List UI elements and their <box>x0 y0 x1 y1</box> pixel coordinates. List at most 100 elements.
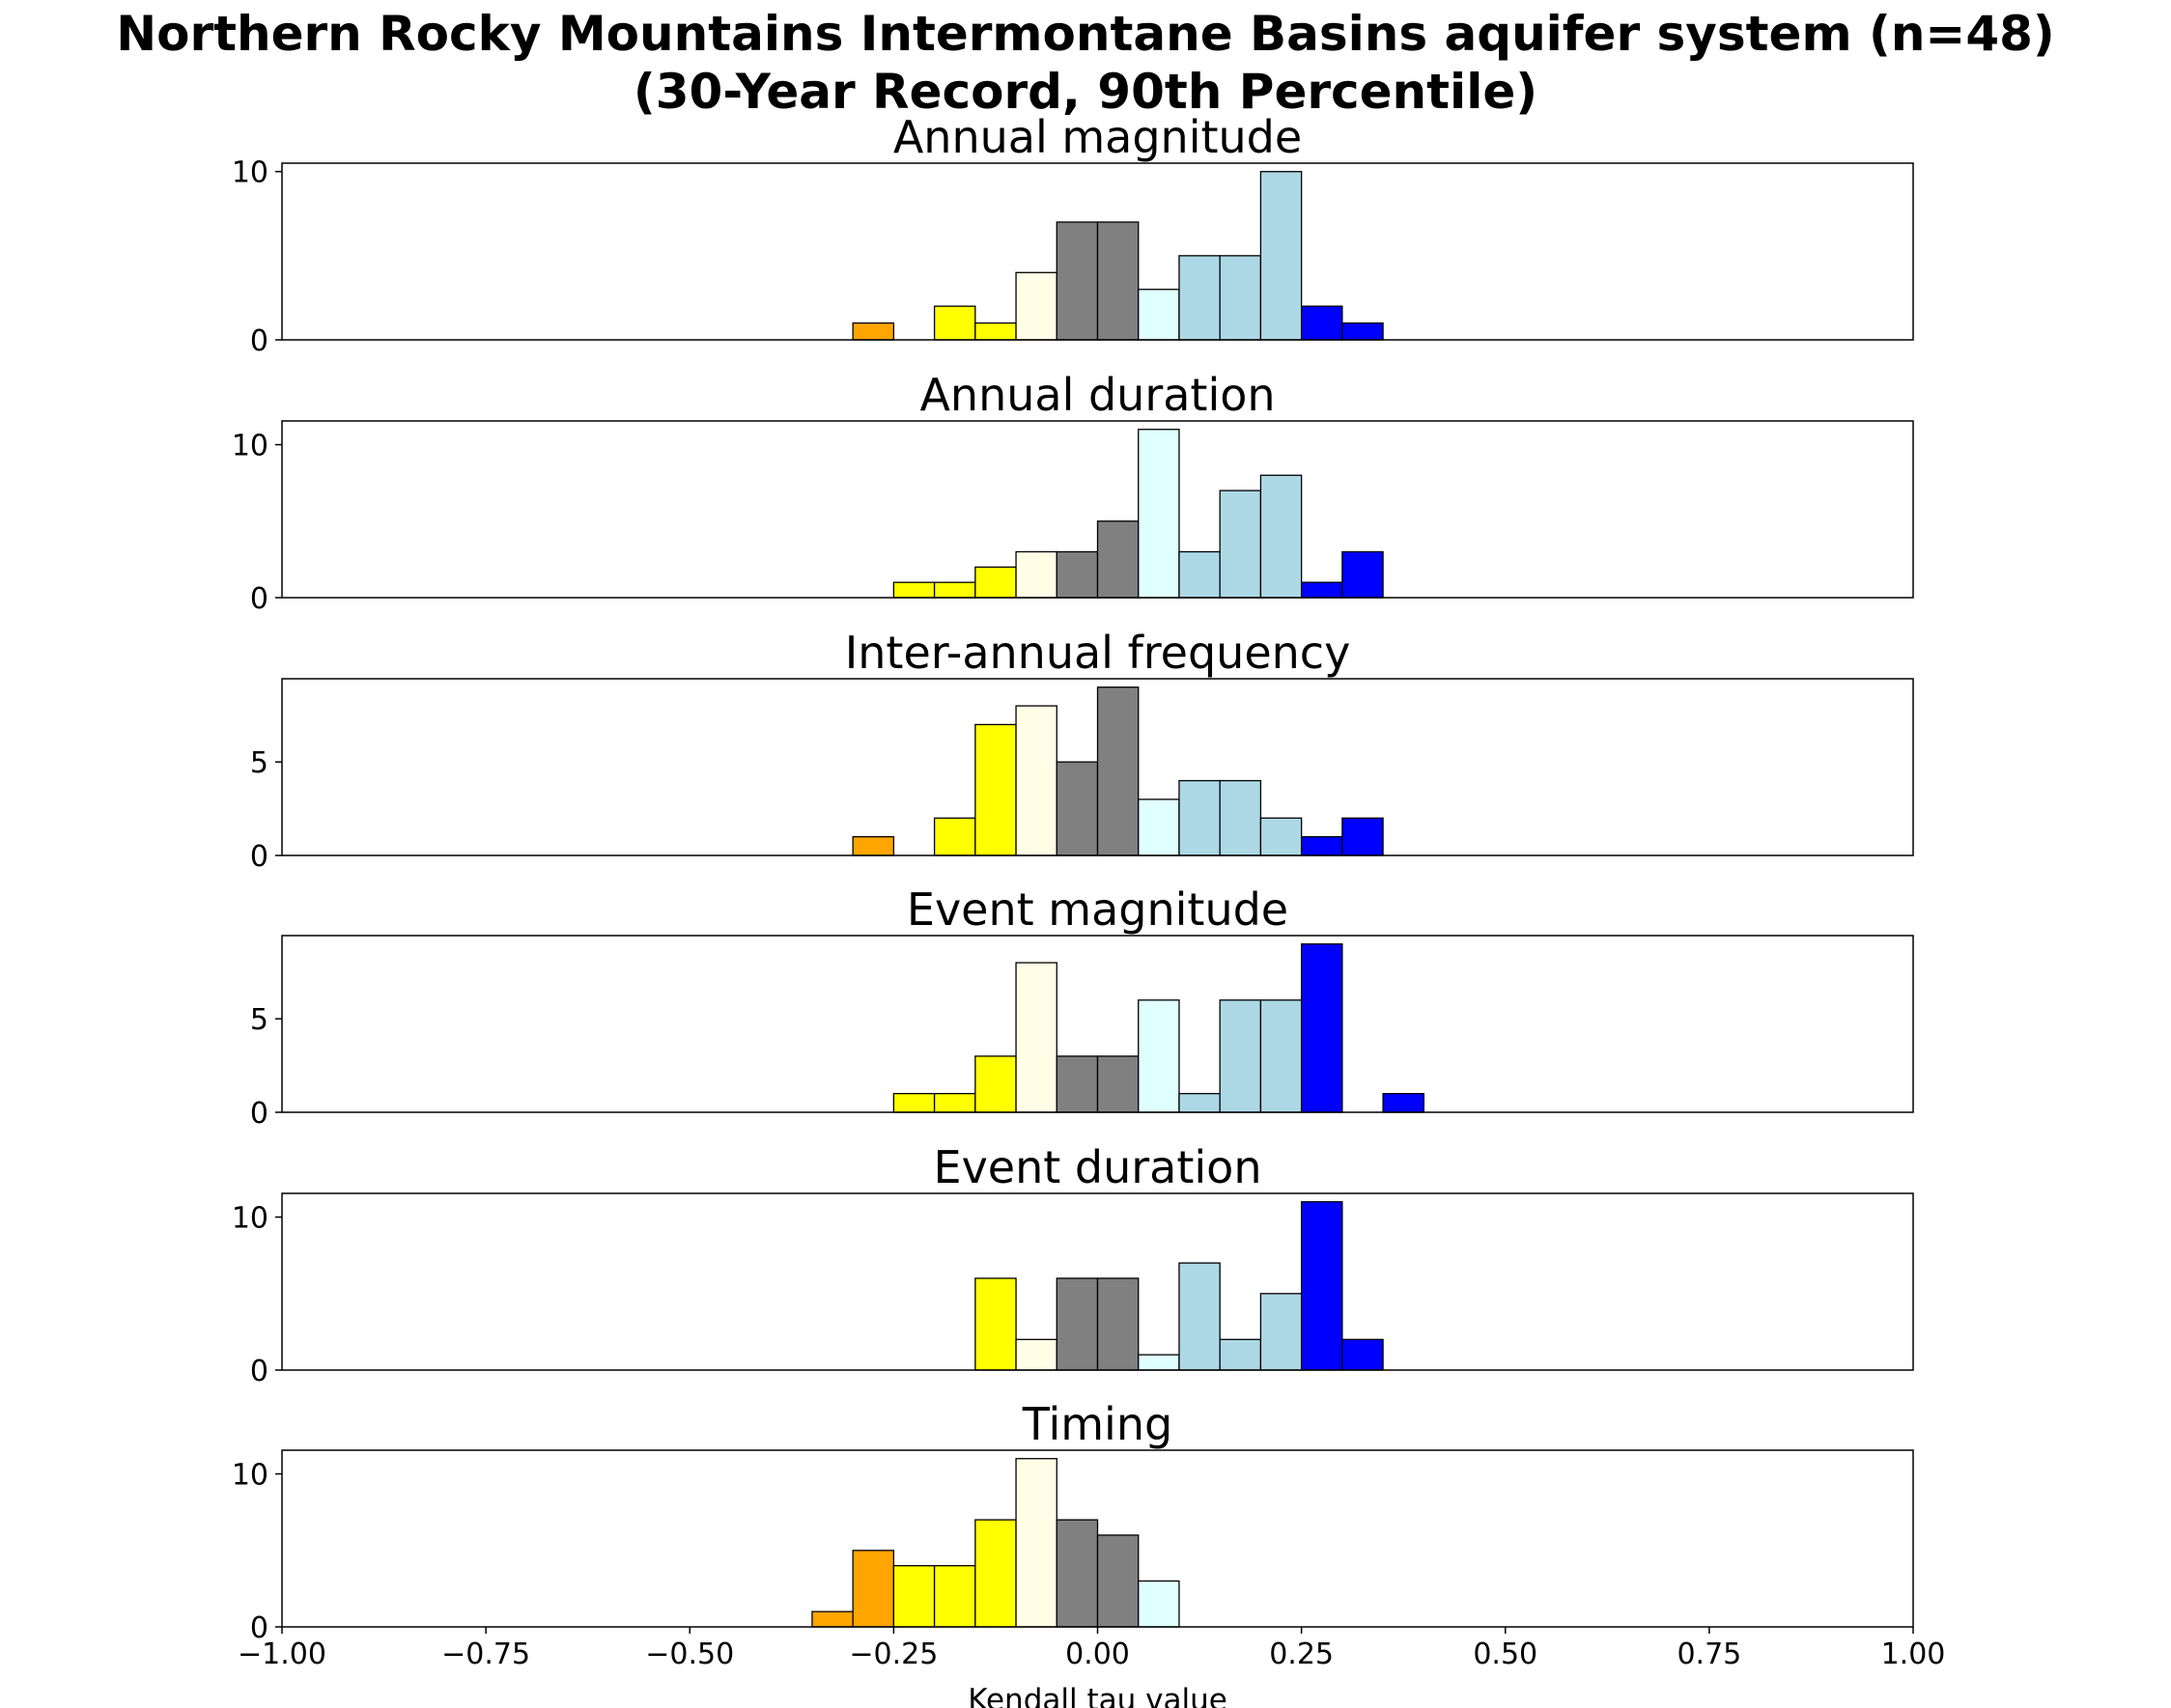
histogram-bar <box>1259 474 1303 599</box>
histogram-bar <box>1178 779 1221 856</box>
histogram-bar <box>1096 686 1140 856</box>
histogram-bar <box>1341 1338 1384 1371</box>
y-tick-label: 0 <box>250 1611 268 1645</box>
histogram-bar <box>1300 305 1343 341</box>
histogram-bar <box>1341 550 1384 599</box>
histogram-bar <box>1096 1534 1140 1628</box>
panel-title: Inter-annual frequency <box>845 627 1351 679</box>
histogram-bar <box>933 1564 976 1628</box>
histogram-bar <box>1015 271 1057 341</box>
panel-2: Annual duration 0 10 <box>232 369 1914 616</box>
histogram-bar <box>1219 999 1262 1113</box>
panel-3: Inter-annual frequency 0 5 <box>250 627 1914 874</box>
histogram-bar <box>974 1055 1017 1113</box>
panel-5: Event duration 0 10 <box>232 1141 1914 1388</box>
y-tick-label: 0 <box>250 840 268 874</box>
histogram-bar <box>933 305 976 341</box>
x-tick-label: 0.75 <box>1677 1638 1741 1671</box>
histogram-bar <box>1056 1055 1099 1113</box>
histogram-bar <box>1219 1338 1262 1371</box>
histogram-bar <box>1341 322 1384 341</box>
histogram-bar <box>1015 1458 1057 1628</box>
histogram-bar <box>1015 962 1057 1113</box>
axes-frame <box>281 162 1914 341</box>
histogram-bar <box>1138 1354 1180 1371</box>
panel-title: Event duration <box>934 1141 1262 1193</box>
histogram-bar <box>892 1092 936 1113</box>
x-axis-label: Kendall tau value <box>968 1683 1227 1708</box>
histogram-bar <box>1096 520 1140 599</box>
axes-frame <box>281 1192 1914 1371</box>
y-tick-label: 5 <box>250 1003 268 1037</box>
histogram-bar <box>852 835 895 856</box>
x-tick-label: −0.25 <box>849 1638 938 1671</box>
histogram-bar <box>974 566 1017 599</box>
histogram-bar <box>1138 798 1180 856</box>
histogram-bar <box>1096 221 1140 341</box>
histogram-bar <box>933 1092 976 1113</box>
histogram-bar <box>1300 943 1343 1113</box>
histogram-bar <box>1219 255 1262 341</box>
panel-title: Event magnitude <box>907 883 1288 936</box>
histogram-bar <box>1300 835 1343 856</box>
axes-frame <box>281 935 1914 1113</box>
histogram-bar <box>1096 1277 1140 1371</box>
histogram-bar <box>811 1610 854 1628</box>
panel-6: Timing 0 10 −1.00 −0.75 −0.50 −0.25 0.00 0.25 0.5… <box>232 1398 1946 1708</box>
x-tick-label: −0.50 <box>645 1638 734 1671</box>
histogram-bar <box>1219 490 1262 599</box>
panel-title: Timing <box>1022 1398 1172 1450</box>
histogram-bar <box>1138 289 1180 341</box>
histogram-bar <box>1056 221 1099 341</box>
histogram-bar <box>1341 817 1384 856</box>
histogram-bar <box>1015 705 1057 856</box>
histogram-bar <box>852 1550 895 1628</box>
histogram-bar <box>1178 550 1221 599</box>
histogram-bar <box>1178 255 1221 341</box>
histogram-bar <box>1259 171 1303 341</box>
histogram-bar <box>1259 999 1303 1113</box>
histogram-bar <box>974 1277 1017 1371</box>
histogram-bar <box>1138 429 1180 599</box>
figure-title-line2: (30-Year Record, 90th Percentile) <box>634 64 1537 120</box>
histogram-bar <box>1096 1055 1140 1113</box>
histogram-bar <box>974 723 1017 856</box>
histogram-bar <box>1178 1092 1221 1113</box>
histogram-bar <box>892 1564 936 1628</box>
histogram-bar <box>1056 1519 1099 1628</box>
panel-4: Event magnitude 0 5 <box>250 883 1914 1131</box>
histogram-bar <box>1056 761 1099 856</box>
x-tick-label: −1.00 <box>238 1638 326 1671</box>
histogram-bar <box>1056 550 1099 599</box>
histogram-bar <box>933 581 976 599</box>
y-tick-label: 5 <box>250 746 268 780</box>
histogram-bar <box>974 322 1017 341</box>
y-tick-label: 10 <box>232 1202 268 1236</box>
histogram-bar <box>1300 1201 1343 1371</box>
histogram-bar <box>1382 1092 1424 1113</box>
histogram-bar <box>892 581 936 599</box>
y-tick-label: 0 <box>250 324 268 358</box>
x-tick-label: −0.75 <box>441 1638 530 1671</box>
x-tick-label: 0.25 <box>1269 1638 1334 1671</box>
histogram-bar <box>1056 1277 1099 1371</box>
histogram-bar <box>1219 779 1262 856</box>
histogram-bar <box>1138 999 1180 1113</box>
histogram-bar <box>1138 1580 1180 1628</box>
y-tick-label: 10 <box>232 430 268 463</box>
panel-title: Annual duration <box>919 369 1275 421</box>
y-tick-label: 0 <box>250 1097 268 1131</box>
histogram-bar <box>1015 1338 1057 1371</box>
y-tick-label: 10 <box>232 156 268 190</box>
x-tick-label: 0.00 <box>1065 1638 1130 1671</box>
histogram-bar <box>852 322 895 341</box>
y-tick-label: 0 <box>250 1355 268 1388</box>
histogram-bar <box>1015 550 1057 599</box>
panel-title: Annual magnitude <box>893 111 1302 163</box>
axes-frame <box>281 420 1914 599</box>
histogram-bar <box>1259 1293 1303 1371</box>
x-tick-label: 0.50 <box>1473 1638 1537 1671</box>
axes-frame <box>281 678 1914 856</box>
panels: Annual magnitude 0 10 Annual duration 0 10 Int… <box>232 111 1946 1708</box>
